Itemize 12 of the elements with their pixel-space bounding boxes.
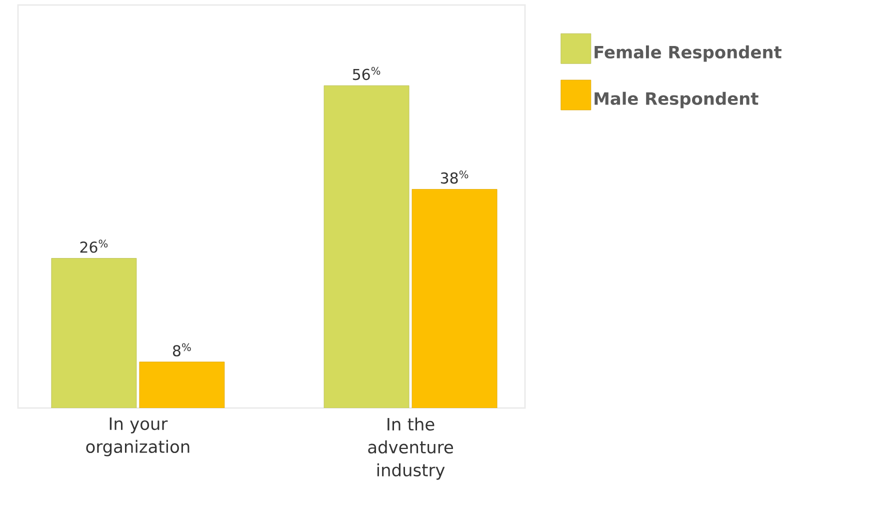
x-tick-label: In your organization bbox=[86, 418, 190, 456]
bar bbox=[412, 189, 498, 408]
data-label: 56$^{%}$ bbox=[352, 66, 380, 80]
bar bbox=[324, 85, 410, 408]
bar bbox=[51, 258, 137, 408]
legend-label: Female Respondent bbox=[594, 45, 782, 62]
data-label: 38$^{%}$ bbox=[440, 170, 468, 184]
bar bbox=[139, 362, 225, 408]
x-tick-label: In the adventure industry bbox=[368, 418, 453, 480]
data-label: 8$^{%}$ bbox=[172, 343, 191, 356]
data-label: 26$^{%}$ bbox=[80, 240, 108, 253]
legend-label: Male Respondent bbox=[594, 92, 758, 108]
